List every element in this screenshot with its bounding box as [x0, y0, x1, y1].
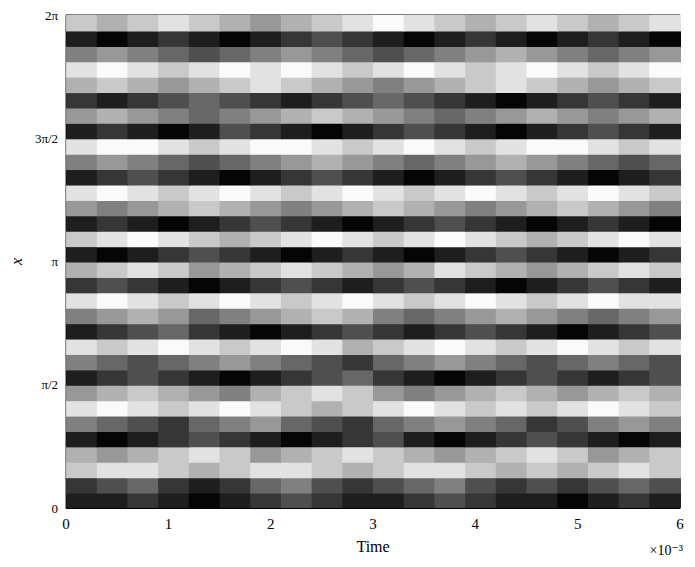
svg-text:6: 6 [676, 516, 684, 532]
svg-text:x: x [8, 258, 25, 266]
svg-text:4: 4 [472, 516, 480, 532]
svg-text:0: 0 [62, 516, 70, 532]
svg-text:3: 3 [369, 516, 377, 532]
svg-text:π: π [51, 254, 58, 269]
svg-text:0: 0 [52, 501, 59, 516]
svg-text:π/2: π/2 [41, 377, 58, 392]
svg-text:2: 2 [267, 516, 275, 532]
svg-text:2π: 2π [45, 8, 59, 23]
svg-text:×10⁻³: ×10⁻³ [650, 543, 683, 558]
svg-text:1: 1 [165, 516, 173, 532]
svg-text:3π/2: 3π/2 [35, 131, 58, 146]
svg-text:5: 5 [574, 516, 582, 532]
svg-text:Time: Time [356, 538, 389, 555]
